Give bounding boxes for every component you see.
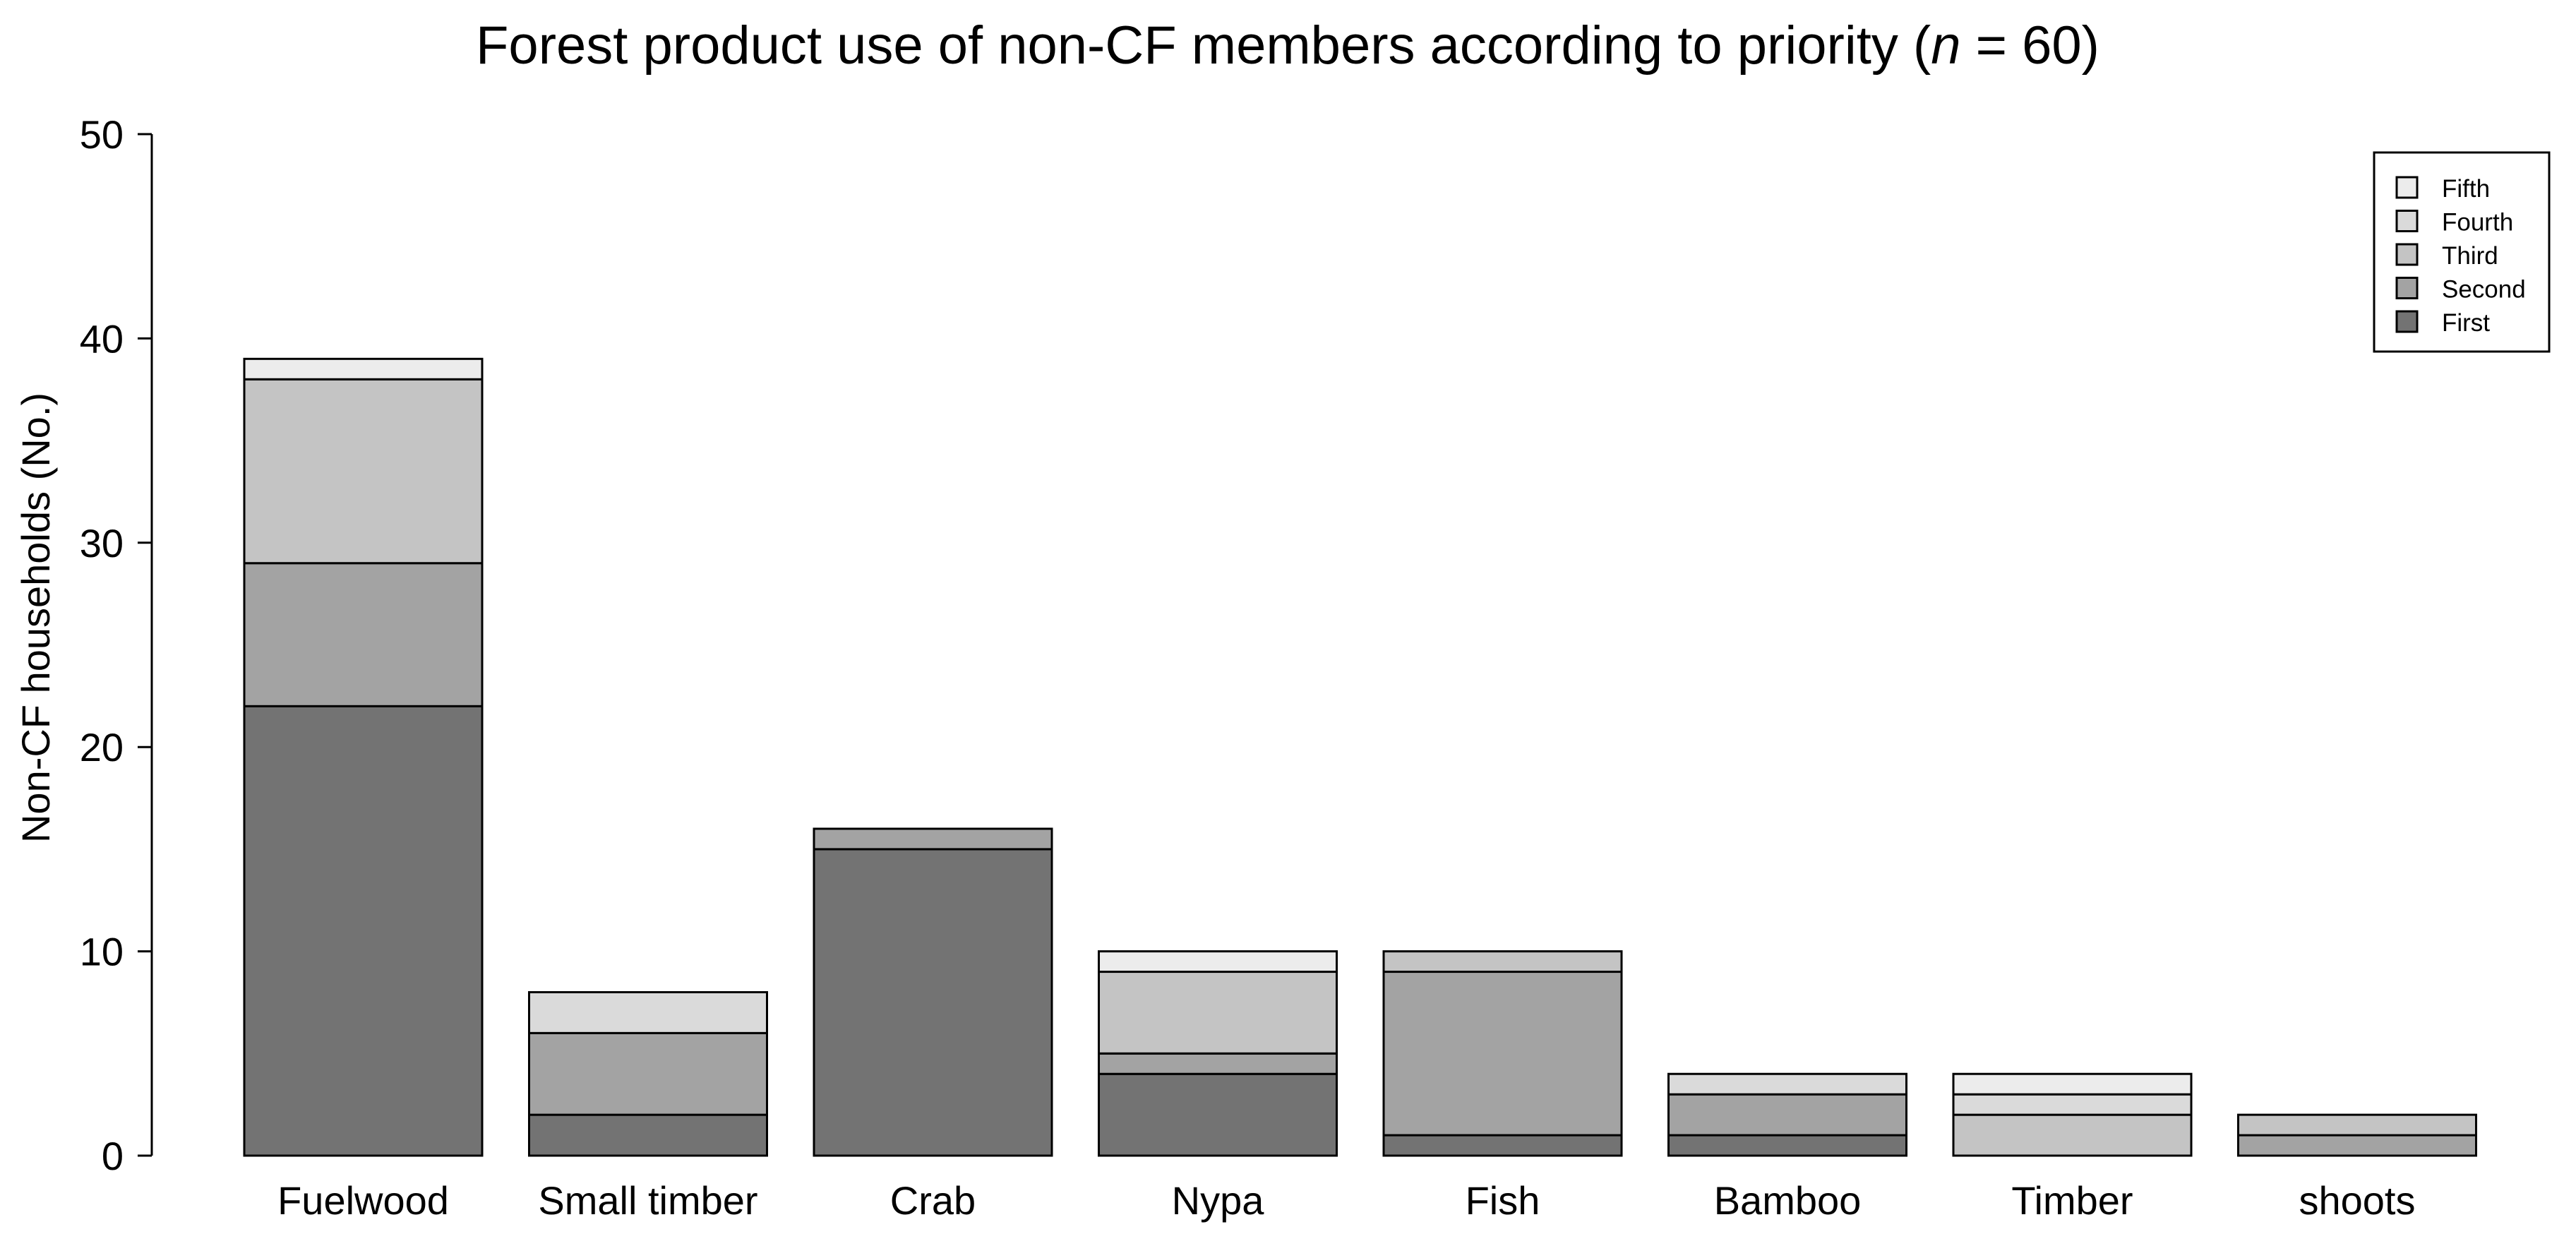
bar-fuelwood-fifth (243, 357, 484, 381)
y-tick-label: 10 (80, 930, 124, 974)
x-tick-label: Timber (2011, 1178, 2133, 1223)
bar-nypa-second (1098, 1052, 1338, 1075)
bars-group (243, 357, 2477, 1157)
x-axis-labels: Fuelwood Small timber Crab Nypa Fish Bamboo Ti… (277, 1178, 2415, 1223)
bar-nypa-first (1098, 1072, 1338, 1157)
bar-timber-third (1952, 1113, 2193, 1157)
bar-crab-first (813, 848, 1053, 1157)
bar-small-timber-first (528, 1113, 768, 1157)
x-tick-label: Small timber (538, 1178, 757, 1223)
x-tick-label: Bamboo (1714, 1178, 1862, 1223)
bar-fish-first (1382, 1134, 1623, 1157)
legend-swatch-fourth (2395, 210, 2419, 232)
y-axis-label: Non-CF households (No.) (13, 393, 58, 843)
bar-bamboo-fourth (1667, 1072, 1907, 1096)
bar-fuelwood-second (243, 562, 484, 707)
y-tick-label: 0 (102, 1134, 124, 1178)
x-tick-label: Nypa (1172, 1178, 1265, 1223)
legend-label-first: First (2442, 309, 2490, 337)
y-axis: 0 10 20 30 40 50 (80, 112, 153, 1178)
bar-small-timber-fourth (528, 990, 768, 1034)
x-tick-label: Crab (890, 1178, 976, 1223)
bar-fuelwood-first (243, 705, 484, 1157)
bar-shoots-third (2237, 1113, 2477, 1137)
bar-fish-second (1382, 971, 1623, 1137)
legend-label-fifth: Fifth (2442, 175, 2490, 203)
bar-timber-fifth (1952, 1072, 2193, 1096)
bar-nypa-third (1098, 971, 1338, 1055)
bar-timber-fourth (1952, 1093, 2193, 1116)
legend-label-second: Second (2442, 276, 2526, 304)
legend-swatch-second (2395, 277, 2419, 299)
y-tick-label: 20 (80, 725, 124, 769)
legend: Fifth Fourth Third Second First (2373, 151, 2551, 353)
legend-swatch-third (2395, 243, 2419, 266)
bar-shoots-second (2237, 1134, 2477, 1157)
legend-label-fourth: Fourth (2442, 209, 2513, 236)
bar-fish-third (1382, 950, 1623, 974)
bar-fuelwood-third (243, 378, 484, 565)
x-tick-label: Fuelwood (277, 1178, 449, 1223)
y-tick-label: 50 (80, 112, 124, 157)
y-tick-label: 30 (80, 521, 124, 565)
y-tick-label: 40 (80, 316, 124, 361)
bar-crab-second (813, 827, 1053, 851)
legend-swatch-fifth (2395, 176, 2419, 199)
chart-title: Forest product use of non-CF members acc… (476, 16, 2099, 76)
x-tick-label: Fish (1466, 1178, 1540, 1223)
x-tick-label: shoots (2299, 1178, 2416, 1223)
legend-swatch-first (2395, 310, 2419, 333)
bar-small-timber-second (528, 1031, 768, 1116)
bar-bamboo-second (1667, 1093, 1907, 1137)
bar-bamboo-first (1667, 1134, 1907, 1157)
bar-nypa-fifth (1098, 950, 1338, 974)
legend-label-third: Third (2442, 242, 2498, 270)
